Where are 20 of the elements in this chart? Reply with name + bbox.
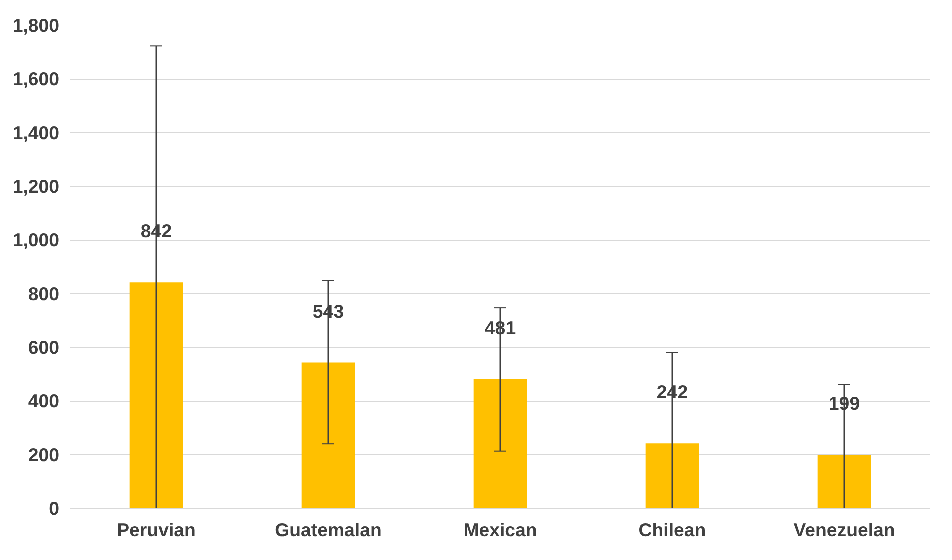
y-tick-label: 1,200: [12, 176, 60, 197]
y-tick-label: 1,400: [12, 122, 60, 144]
y-tick-label: 800: [28, 283, 60, 304]
y-tick-label: 1,600: [12, 68, 60, 90]
bar: [302, 362, 356, 508]
y-tick-label: 1,800: [12, 15, 60, 36]
bar: [130, 282, 184, 508]
y-tick-label: 0: [49, 498, 60, 519]
y-tick-label: 1,000: [12, 230, 60, 251]
bar: [818, 455, 872, 508]
x-tick-label: Chilean: [638, 520, 706, 540]
x-tick-label: Venezuelan: [794, 520, 896, 540]
y-tick-label: 600: [28, 337, 60, 358]
x-tick-label: Guatemalan: [275, 520, 382, 540]
bar: [646, 444, 700, 508]
y-tick-label: 200: [28, 444, 60, 466]
bar: [474, 379, 528, 508]
x-tick-label: Mexican: [464, 520, 538, 540]
x-tick-label: Peruvian: [117, 520, 196, 540]
y-tick-label: 400: [28, 390, 60, 412]
